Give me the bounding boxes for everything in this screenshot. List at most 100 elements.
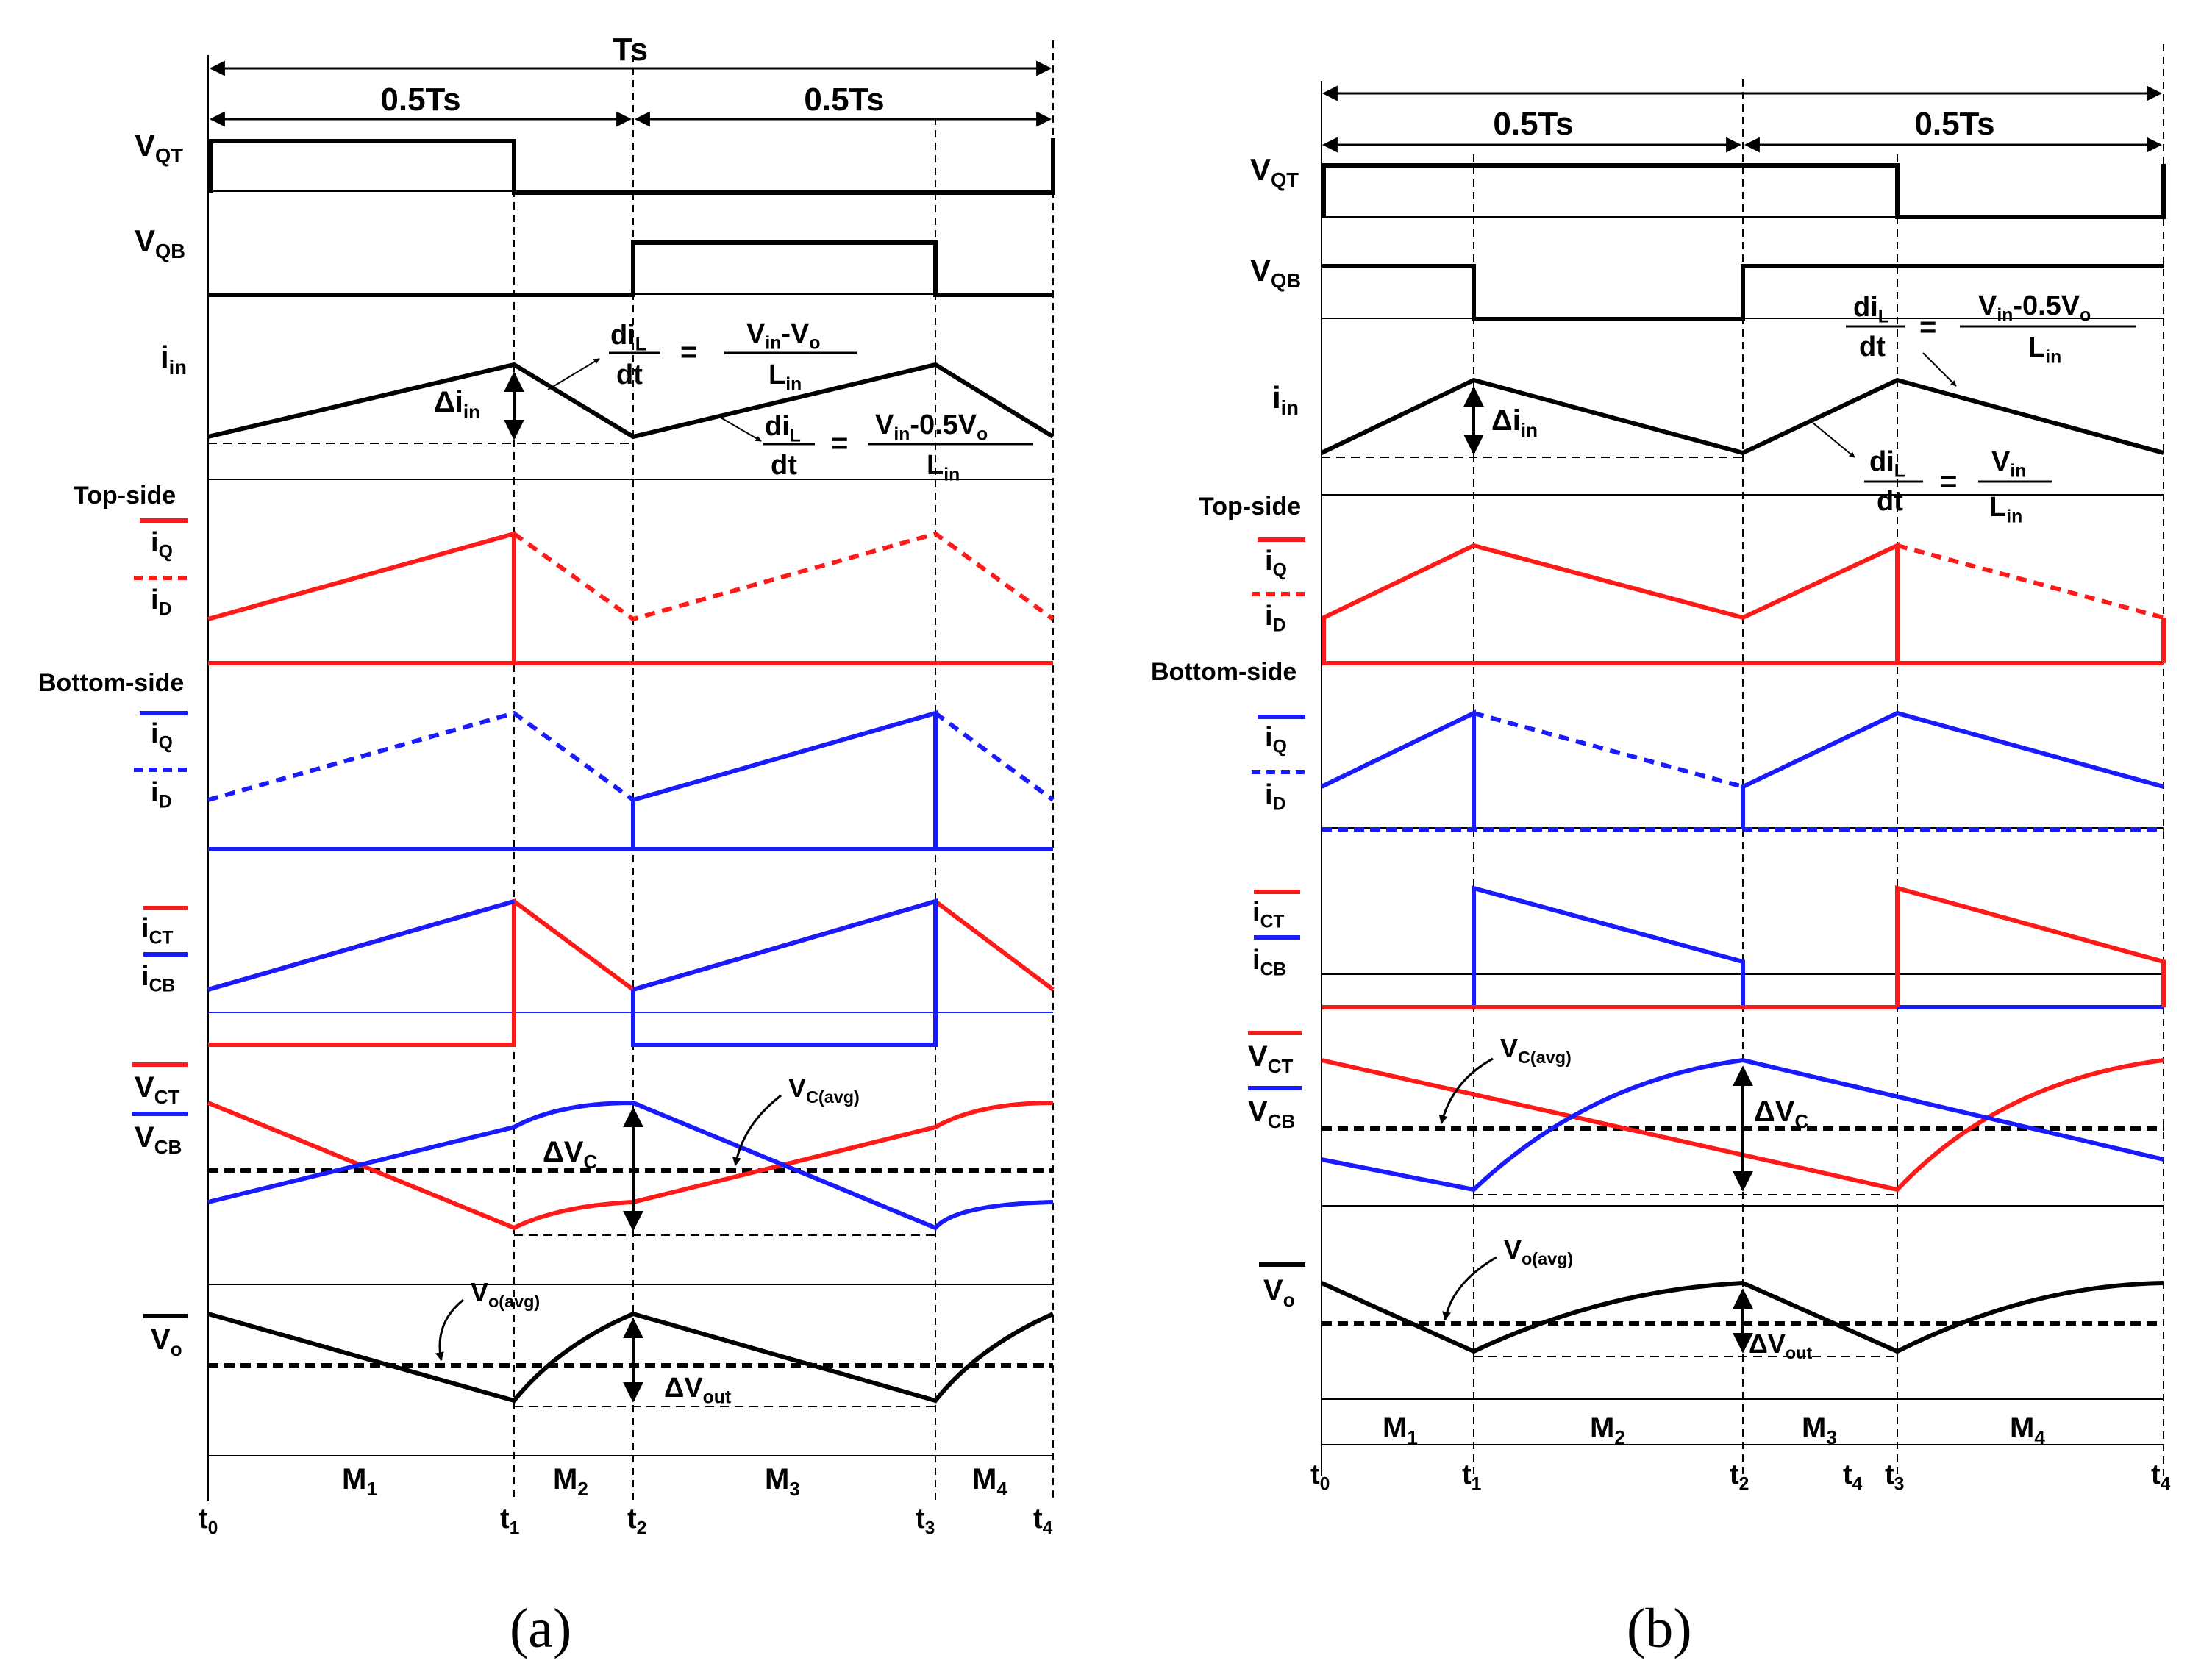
panel-a-vct-label: VCT​ [135,1071,179,1108]
panel-b-mode-m1: M1​ [1383,1412,1418,1448]
panel-a-eq2-rhs-den: Lin​ [927,450,960,485]
panel-b-vqb-label: VQB​ [1250,253,1301,292]
panel-b-vo-label: Vo​ [1263,1274,1295,1311]
panel-a-time-t0: t0​ [199,1504,218,1538]
panel-b: 0.5Ts 0.5Ts VQT​ VQB​ Δiin​ iin​ diL​ dt… [1151,44,2171,1659]
panel-a-vcb-wave [207,1100,1054,1231]
panel-a: Ts 0.5Ts 0.5Ts VQT​ VQB​ Δiin​ iin​ diL​… [38,32,1055,1659]
panel-a-icb-wave-1 [207,899,515,992]
panel-b-bot-iq-wave-1 [1320,709,1476,829]
panel-a-vct-wave [207,1101,1054,1231]
panel-b-vo-wave [1320,1280,2164,1354]
panel-b-time-t4-extra: t4​ [1843,1459,1863,1494]
panel-b-vqt-waveform [1322,163,2166,219]
panel-a-eq1-rhs-num: Vin​-Vo​ [746,318,820,353]
panel-b-iin-waveform [1320,377,2164,456]
panel-b-vc-avg-pointer [1438,1057,1494,1125]
panel-a-delta-vout-label: ΔVout​ [664,1373,731,1407]
panel-a-ict-label: iCT​ [141,913,173,948]
panel-a-half-label-right: 0.5Ts [804,82,884,118]
panel-b-mode-m2: M2​ [1590,1412,1625,1448]
panel-a-top-id-wave [513,531,1055,622]
panel-b-half-label-left: 0.5Ts [1493,106,1573,142]
panel-b-eq2-rhs-num: Vin​ [1991,446,2026,481]
panel-b-eq1-den: dt [1859,332,1886,362]
panel-b-eq2-rhs-den: Lin​ [1989,492,2022,526]
panel-b-vct-label: VCT​ [1248,1040,1293,1077]
panel-a-vc-avg-label: VC(avg)​ [788,1073,860,1107]
panel-b-top-side-label: Top-side [1199,493,1301,521]
panel-b-eq1-rhs-num: Vin​-0.5Vo​ [1978,290,2091,325]
panel-a-delta-vc-label: ΔVC​ [543,1136,597,1173]
panel-a-mode-m3: M3​ [765,1463,800,1500]
panel-a-delta-iin-label: Δiin​ [434,386,480,423]
panel-a-time-t3: t3​ [916,1504,935,1538]
panel-b-vo-avg-pointer [1442,1256,1497,1321]
panel-b-eq2-num: diL​ [1869,446,1905,481]
panel-b-ict-wave [1895,885,2166,1007]
panel-a-time-t2: t2​ [627,1504,646,1538]
panel-a-vcb-label: VCB​ [135,1121,182,1158]
panel-a-vo-wave [207,1311,1055,1404]
panel-b-bot-iq-label: iQ​ [1265,722,1287,757]
panel-a-eq2-den: dt [771,450,797,481]
panel-b-vqt-label: VQT​ [1250,152,1299,191]
panel-b-top-id-wave [1897,543,2164,620]
panel-b-delta-vc-label: ΔVC​ [1754,1095,1808,1132]
panel-a-eq1-den: dt [616,360,643,390]
panel-b-ict-label: iCT​ [1252,897,1284,932]
panel-b-vct-wave [1321,1058,2164,1193]
panel-b-icb-wave [1472,885,1745,1007]
panel-a-caption: (a) [510,1598,571,1659]
panel-a-bot-iq-label: iQ​ [151,718,173,753]
panel-a-iin-waveform [207,362,1055,440]
panel-a-eq1-num: diL​ [610,320,646,354]
panel-a-time-t1: t1​ [500,1504,520,1538]
panel-b-bot-id-label: iD​ [1265,779,1285,814]
panel-b-vqb-waveform [1322,264,2164,321]
panel-a-equation-1: diL​ dt = Vin​-Vo​ Lin​ [609,318,857,394]
panel-a-eq1-rhs-den: Lin​ [768,360,802,394]
panel-b-bottom-side-label: Bottom-side [1151,658,1296,686]
panel-b-icb-label: iCB​ [1252,945,1286,979]
panel-b-time-t1: t1​ [1462,1459,1482,1494]
panel-a-top-iq-wave-1 [207,531,516,663]
panel-b-top-iq-wave [1322,542,1900,663]
panel-b-vcb-wave [1321,1057,2164,1193]
panel-a-top-iq-label: iQ​ [151,527,173,562]
panel-b-vcb-label: VCB​ [1248,1095,1295,1132]
panel-a-vqb-waveform [208,240,1053,297]
panel-a-icb-label: iCB​ [141,961,175,996]
panel-a-equation-2: diL​ dt = Vin​-0.5Vo​ Lin​ [763,410,1033,485]
panel-b-mode-m4: M4​ [2010,1412,2045,1448]
panel-b-caption: (b) [1627,1598,1692,1659]
panel-a-eq1-pointer [547,358,600,390]
panel-a-vo-avg-label: Vo(avg)​ [471,1277,540,1311]
panel-a-top-id-label: iD​ [151,585,171,619]
panel-b-time-t3: t3​ [1885,1459,1904,1494]
panel-a-vc-avg-pointer [732,1094,782,1167]
panel-a-ict-wave-1 [207,898,516,1047]
panel-b-delta-iin-label: Δiin​ [1491,404,1538,441]
panel-a-eq2-rhs-num: Vin​-0.5Vo​ [875,410,988,444]
panel-a-eq1-equals: = [680,336,697,368]
panel-a-bottom-side-label: Bottom-side [38,669,184,697]
panel-b-half-label-right: 0.5Ts [1914,106,1994,142]
panel-b-time-t2: t2​ [1730,1459,1749,1494]
panel-b-eq2-den: dt [1877,486,1903,517]
panel-b-eq1-num: diL​ [1853,292,1889,326]
panel-b-equation-2: diL​ dt = Vin​ Lin​ [1864,446,2052,526]
panel-a-bot-id-wave-2 [934,711,1055,802]
panel-b-equation-1: diL​ dt = Vin​-0.5Vo​ Lin​ [1846,290,2136,367]
panel-a-icb-wave-2 [631,898,938,1047]
panel-a-vqt-label: VQT​ [135,128,183,167]
panel-b-vc-avg-label: VC(avg)​ [1500,1033,1572,1067]
panel-b-delta-vout-label: ΔVout​ [1749,1329,1812,1362]
panel-a-top-side-label: Top-side [74,482,176,510]
panel-b-eq1-rhs-den: Lin​ [2028,332,2061,367]
panel-a-vqb-label: VQB​ [135,224,185,262]
panel-b-time-t0: t0​ [1310,1459,1330,1494]
panel-a-mode-m1: M1​ [342,1463,377,1500]
panel-a-vo-avg-pointer [435,1298,464,1362]
